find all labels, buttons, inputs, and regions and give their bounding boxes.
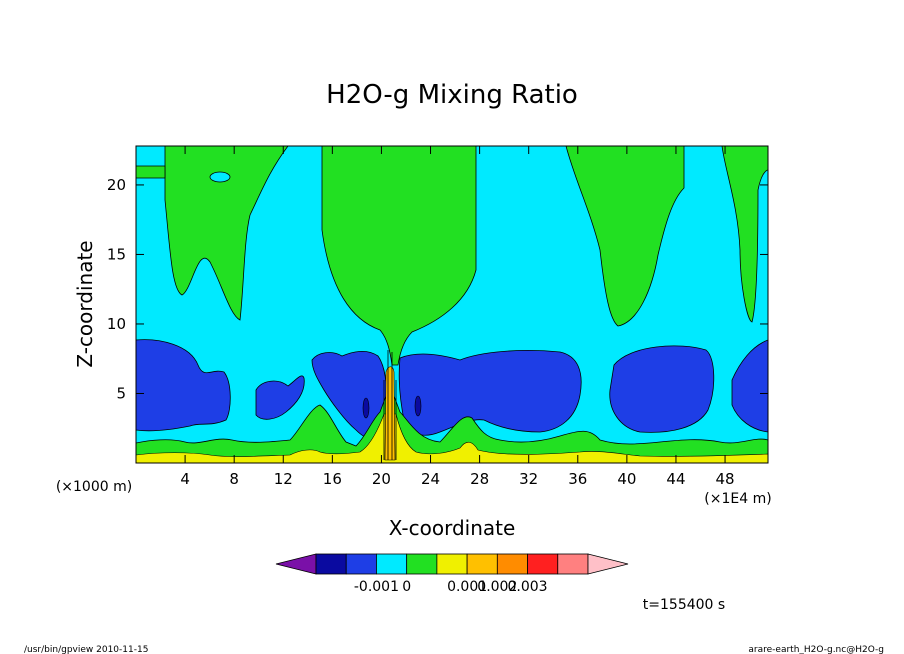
x-tick-label: 4 — [180, 470, 190, 488]
contour-field — [136, 146, 768, 463]
y-axis-label: Z-coordinate — [73, 240, 97, 367]
y-axis: 5 10 15 20 — [107, 176, 768, 402]
x-tick-label: 36 — [568, 470, 587, 488]
x-tick-label: 16 — [323, 470, 342, 488]
x-unit-left: (×1000 m) — [56, 479, 132, 495]
footer-left: /usr/bin/gpview 2010-11-15 — [24, 645, 148, 654]
green-region-top-far-right — [721, 146, 768, 323]
x-tick-label: 24 — [421, 470, 440, 488]
y-tick-label: 10 — [107, 315, 126, 333]
blue-region-center-right — [398, 350, 582, 436]
blue-region-right — [609, 345, 715, 433]
center-column-contours — [383, 350, 397, 460]
colorbar-segment — [436, 553, 468, 575]
green-region-top-right — [565, 146, 685, 327]
x-unit-right: (×1E4 m) — [704, 491, 771, 507]
green-region-top-left — [164, 146, 289, 321]
colorbar-label: -0.001 — [354, 579, 399, 595]
blue-region-far-right — [731, 339, 768, 433]
x-tick-label: 32 — [519, 470, 538, 488]
dark-blue-core-2 — [414, 395, 422, 417]
colorbar-segment — [406, 553, 438, 575]
blue-region-left-mid — [255, 375, 305, 420]
green-region-top-left-strip — [136, 165, 166, 179]
green-band-bottom — [136, 395, 768, 463]
x-axis: 4 8 12 16 20 24 28 32 36 40 44 48 — [180, 146, 735, 488]
colorbar-label: 0.002 — [477, 579, 517, 595]
x-tick-label: 48 — [716, 470, 735, 488]
colorbar-over-triangle — [587, 553, 629, 575]
yellow-band-bottom — [136, 413, 768, 463]
colorbar-segment — [496, 553, 528, 575]
y-tick-label: 5 — [116, 384, 126, 402]
colorbar-label: 0 — [402, 579, 411, 595]
colorbar-segment — [345, 553, 377, 575]
colorbar-label: 0.001 — [447, 579, 487, 595]
colorbar-segment — [376, 553, 408, 575]
x-tick-label: 40 — [617, 470, 636, 488]
time-label: t=155400 s — [643, 597, 725, 613]
blue-region-left — [136, 339, 231, 432]
colorbar-segment — [466, 553, 498, 575]
x-tick-label: 20 — [372, 470, 391, 488]
colorbar-segment — [557, 553, 589, 575]
orange-core — [384, 366, 396, 461]
x-tick-label: 8 — [229, 470, 239, 488]
colorbar-under-triangle — [275, 553, 317, 575]
y-tick-label: 15 — [107, 245, 126, 263]
x-axis-label: X-coordinate — [389, 516, 516, 540]
colorbar-segment — [315, 553, 347, 575]
colorbar-label: 0.003 — [508, 579, 548, 595]
small-cyan-island — [209, 171, 231, 183]
x-tick-label: 44 — [666, 470, 685, 488]
chart-title: H2O-g Mixing Ratio — [326, 80, 578, 110]
x-tick-label: 12 — [274, 470, 293, 488]
dark-blue-core-1 — [362, 397, 370, 419]
plot-frame — [135, 145, 769, 464]
footer-right: arare-earth_H2O-g.nc@H2O-g — [748, 645, 884, 654]
colorbar-segment — [527, 553, 559, 575]
x-tick-label: 28 — [470, 470, 489, 488]
y-tick-label: 20 — [107, 176, 126, 194]
